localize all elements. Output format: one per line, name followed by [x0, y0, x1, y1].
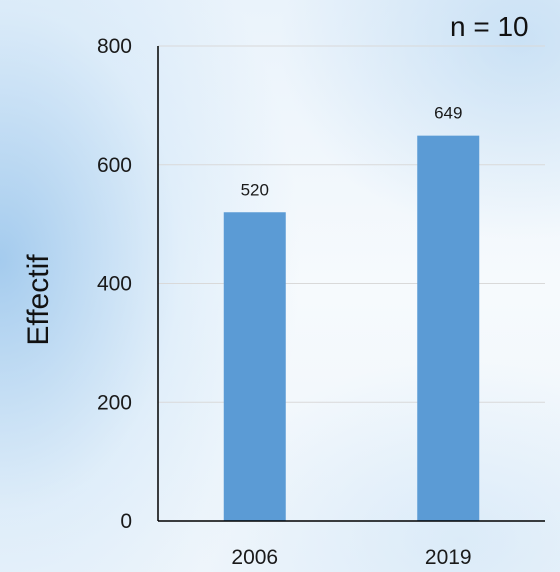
y-tick-label: 600 [97, 154, 132, 177]
x-tick-label-2006: 2006 [231, 546, 278, 569]
y-tick-label: 200 [97, 391, 132, 414]
axes [157, 46, 545, 522]
y-tick-labels: 0 200 400 600 800 [97, 35, 132, 533]
data-labels: 520 649 [241, 104, 463, 200]
data-label-2006: 520 [241, 180, 269, 199]
y-tick-label: 0 [120, 510, 132, 533]
y-tick-label: 800 [97, 35, 132, 58]
x-tick-labels: 2006 2019 [231, 546, 471, 569]
x-tick-label-2019: 2019 [425, 546, 472, 569]
sample-size-annotation: n = 10 [450, 11, 529, 42]
y-tick-label: 400 [97, 273, 132, 296]
y-axis-title: Effectif [22, 254, 55, 346]
gridlines [158, 45, 545, 403]
bar-2006 [223, 212, 286, 521]
bars [223, 135, 480, 521]
bar-2019 [417, 135, 480, 521]
data-label-2019: 649 [434, 104, 462, 123]
